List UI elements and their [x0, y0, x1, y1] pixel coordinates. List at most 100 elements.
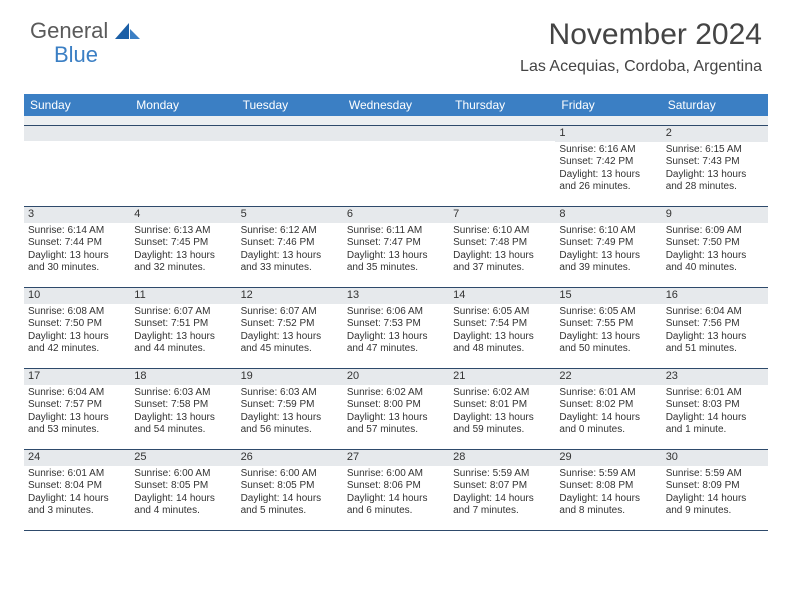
daylight1-text: Daylight: 13 hours — [347, 331, 445, 344]
daylight1-text: Daylight: 13 hours — [347, 412, 445, 425]
day-cell: 28Sunrise: 5:59 AMSunset: 8:07 PMDayligh… — [449, 450, 555, 530]
day-cell — [449, 126, 555, 206]
day-number: 7 — [449, 207, 555, 223]
sunrise-text: Sunrise: 6:01 AM — [666, 387, 764, 400]
daylight2-text: and 48 minutes. — [453, 343, 551, 356]
weekday-header: Tuesday — [237, 94, 343, 116]
day-cell: 12Sunrise: 6:07 AMSunset: 7:52 PMDayligh… — [237, 288, 343, 368]
sunrise-text: Sunrise: 6:05 AM — [559, 306, 657, 319]
sunrise-text: Sunrise: 6:00 AM — [134, 468, 232, 481]
daylight1-text: Daylight: 13 hours — [28, 331, 126, 344]
day-cell: 3Sunrise: 6:14 AMSunset: 7:44 PMDaylight… — [24, 207, 130, 287]
sunrise-text: Sunrise: 5:59 AM — [559, 468, 657, 481]
daylight2-text: and 42 minutes. — [28, 343, 126, 356]
day-number: 27 — [343, 450, 449, 466]
day-number: 11 — [130, 288, 236, 304]
day-cell: 13Sunrise: 6:06 AMSunset: 7:53 PMDayligh… — [343, 288, 449, 368]
day-cell: 27Sunrise: 6:00 AMSunset: 8:06 PMDayligh… — [343, 450, 449, 530]
day-cell: 18Sunrise: 6:03 AMSunset: 7:58 PMDayligh… — [130, 369, 236, 449]
page-header: General Blue November 2024 Las Acequias,… — [24, 18, 768, 90]
sunrise-text: Sunrise: 6:16 AM — [559, 144, 657, 157]
weekday-header: Sunday — [24, 94, 130, 116]
daylight2-text: and 56 minutes. — [241, 424, 339, 437]
daylight2-text: and 54 minutes. — [134, 424, 232, 437]
daylight2-text: and 40 minutes. — [666, 262, 764, 275]
sunset-text: Sunset: 7:51 PM — [134, 318, 232, 331]
sunset-text: Sunset: 7:49 PM — [559, 237, 657, 250]
sunrise-text: Sunrise: 6:00 AM — [241, 468, 339, 481]
day-cell: 7Sunrise: 6:10 AMSunset: 7:48 PMDaylight… — [449, 207, 555, 287]
daylight2-text: and 51 minutes. — [666, 343, 764, 356]
day-cell: 14Sunrise: 6:05 AMSunset: 7:54 PMDayligh… — [449, 288, 555, 368]
sunrise-text: Sunrise: 6:01 AM — [559, 387, 657, 400]
day-number: 21 — [449, 369, 555, 385]
sunrise-text: Sunrise: 5:59 AM — [453, 468, 551, 481]
day-number: 16 — [662, 288, 768, 304]
daylight2-text: and 1 minute. — [666, 424, 764, 437]
day-number — [343, 126, 449, 141]
sunrise-text: Sunrise: 5:59 AM — [666, 468, 764, 481]
sunset-text: Sunset: 7:47 PM — [347, 237, 445, 250]
day-cell — [237, 126, 343, 206]
sunrise-text: Sunrise: 6:10 AM — [559, 225, 657, 238]
sunset-text: Sunset: 7:50 PM — [666, 237, 764, 250]
week-row: 10Sunrise: 6:08 AMSunset: 7:50 PMDayligh… — [24, 288, 768, 369]
day-number: 14 — [449, 288, 555, 304]
header-spacer — [24, 116, 768, 126]
day-cell — [24, 126, 130, 206]
sunrise-text: Sunrise: 6:07 AM — [134, 306, 232, 319]
sunrise-text: Sunrise: 6:13 AM — [134, 225, 232, 238]
daylight2-text: and 32 minutes. — [134, 262, 232, 275]
day-cell: 30Sunrise: 5:59 AMSunset: 8:09 PMDayligh… — [662, 450, 768, 530]
daylight1-text: Daylight: 13 hours — [241, 331, 339, 344]
sunrise-text: Sunrise: 6:07 AM — [241, 306, 339, 319]
day-cell: 19Sunrise: 6:03 AMSunset: 7:59 PMDayligh… — [237, 369, 343, 449]
sunrise-text: Sunrise: 6:10 AM — [453, 225, 551, 238]
daylight2-text: and 28 minutes. — [666, 181, 764, 194]
day-cell: 29Sunrise: 5:59 AMSunset: 8:08 PMDayligh… — [555, 450, 661, 530]
daylight2-text: and 6 minutes. — [347, 505, 445, 518]
day-cell: 21Sunrise: 6:02 AMSunset: 8:01 PMDayligh… — [449, 369, 555, 449]
daylight2-text: and 47 minutes. — [347, 343, 445, 356]
sunset-text: Sunset: 8:05 PM — [241, 480, 339, 493]
day-cell: 26Sunrise: 6:00 AMSunset: 8:05 PMDayligh… — [237, 450, 343, 530]
sunset-text: Sunset: 7:57 PM — [28, 399, 126, 412]
daylight2-text: and 0 minutes. — [559, 424, 657, 437]
title-block: November 2024 Las Acequias, Cordoba, Arg… — [520, 18, 762, 76]
day-number: 28 — [449, 450, 555, 466]
day-number: 25 — [130, 450, 236, 466]
sunset-text: Sunset: 8:01 PM — [453, 399, 551, 412]
daylight2-text: and 5 minutes. — [241, 505, 339, 518]
daylight1-text: Daylight: 13 hours — [559, 250, 657, 263]
day-number — [449, 126, 555, 141]
calendar-grid: Sunday Monday Tuesday Wednesday Thursday… — [24, 94, 768, 531]
daylight2-text: and 37 minutes. — [453, 262, 551, 275]
daylight1-text: Daylight: 14 hours — [347, 493, 445, 506]
sunrise-text: Sunrise: 6:12 AM — [241, 225, 339, 238]
sunrise-text: Sunrise: 6:02 AM — [453, 387, 551, 400]
sunrise-text: Sunrise: 6:09 AM — [666, 225, 764, 238]
sunset-text: Sunset: 8:05 PM — [134, 480, 232, 493]
sunset-text: Sunset: 7:56 PM — [666, 318, 764, 331]
day-cell: 10Sunrise: 6:08 AMSunset: 7:50 PMDayligh… — [24, 288, 130, 368]
day-cell — [343, 126, 449, 206]
week-row: 1Sunrise: 6:16 AMSunset: 7:42 PMDaylight… — [24, 126, 768, 207]
daylight2-text: and 3 minutes. — [28, 505, 126, 518]
sunset-text: Sunset: 8:08 PM — [559, 480, 657, 493]
daylight1-text: Daylight: 13 hours — [666, 250, 764, 263]
location-subtitle: Las Acequias, Cordoba, Argentina — [520, 58, 762, 76]
daylight2-text: and 57 minutes. — [347, 424, 445, 437]
weekday-header-row: Sunday Monday Tuesday Wednesday Thursday… — [24, 94, 768, 116]
day-cell: 15Sunrise: 6:05 AMSunset: 7:55 PMDayligh… — [555, 288, 661, 368]
day-cell: 6Sunrise: 6:11 AMSunset: 7:47 PMDaylight… — [343, 207, 449, 287]
day-number: 29 — [555, 450, 661, 466]
day-number: 6 — [343, 207, 449, 223]
calendar-page: General Blue November 2024 Las Acequias,… — [0, 0, 792, 549]
day-number: 18 — [130, 369, 236, 385]
day-number: 13 — [343, 288, 449, 304]
daylight1-text: Daylight: 14 hours — [28, 493, 126, 506]
sunrise-text: Sunrise: 6:01 AM — [28, 468, 126, 481]
daylight2-text: and 33 minutes. — [241, 262, 339, 275]
week-row: 3Sunrise: 6:14 AMSunset: 7:44 PMDaylight… — [24, 207, 768, 288]
sunset-text: Sunset: 7:43 PM — [666, 156, 764, 169]
